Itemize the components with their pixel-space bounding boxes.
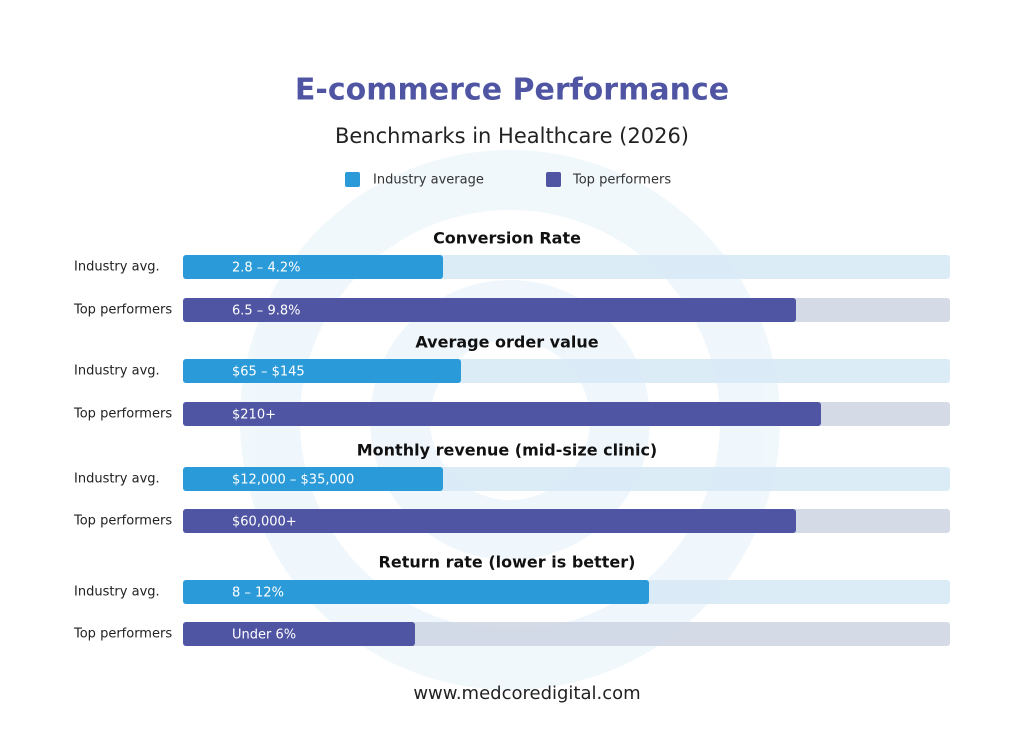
row-label: Top performers	[73, 627, 172, 642]
bar-fill	[183, 402, 821, 426]
title: E-commerce Performance	[295, 73, 729, 108]
legend-swatch	[345, 172, 360, 187]
row-label: Industry avg.	[74, 585, 160, 600]
bar-value: $12,000 – $35,000	[232, 473, 354, 488]
legend-swatch	[546, 172, 561, 187]
row-label: Industry avg.	[74, 364, 160, 379]
section-title: Return rate (lower is better)	[379, 553, 636, 572]
row-label: Industry avg.	[74, 472, 160, 487]
bar-value: 2.8 – 4.2%	[232, 261, 300, 276]
row-label: Top performers	[73, 514, 172, 529]
bar-value: Under 6%	[232, 628, 296, 643]
bar-value: $65 – $145	[232, 365, 305, 380]
bar-fill	[183, 359, 461, 383]
bar-value: $60,000+	[232, 515, 297, 530]
footer: www.medcoredigital.com	[413, 683, 640, 704]
row-label: Top performers	[73, 303, 172, 318]
bar-fill	[183, 622, 415, 646]
bar-value: 6.5 – 9.8%	[232, 304, 300, 319]
bar-fill	[183, 467, 443, 491]
bar-fill	[183, 509, 796, 533]
section-title: Conversion Rate	[433, 229, 581, 248]
row-label: Industry avg.	[74, 260, 160, 275]
bar-fill	[183, 255, 443, 279]
legend-label: Top performers	[572, 173, 671, 188]
bar-value: $210+	[232, 408, 276, 423]
subtitle: Benchmarks in Healthcare (2026)	[335, 124, 689, 148]
bar-fill	[183, 298, 796, 322]
bar-value: 8 – 12%	[232, 586, 284, 601]
section-title: Average order value	[415, 333, 598, 352]
row-label: Top performers	[73, 407, 172, 422]
legend-label: Industry average	[373, 173, 484, 188]
bar-fill	[183, 580, 649, 604]
section-title: Monthly revenue (mid-size clinic)	[357, 441, 657, 460]
